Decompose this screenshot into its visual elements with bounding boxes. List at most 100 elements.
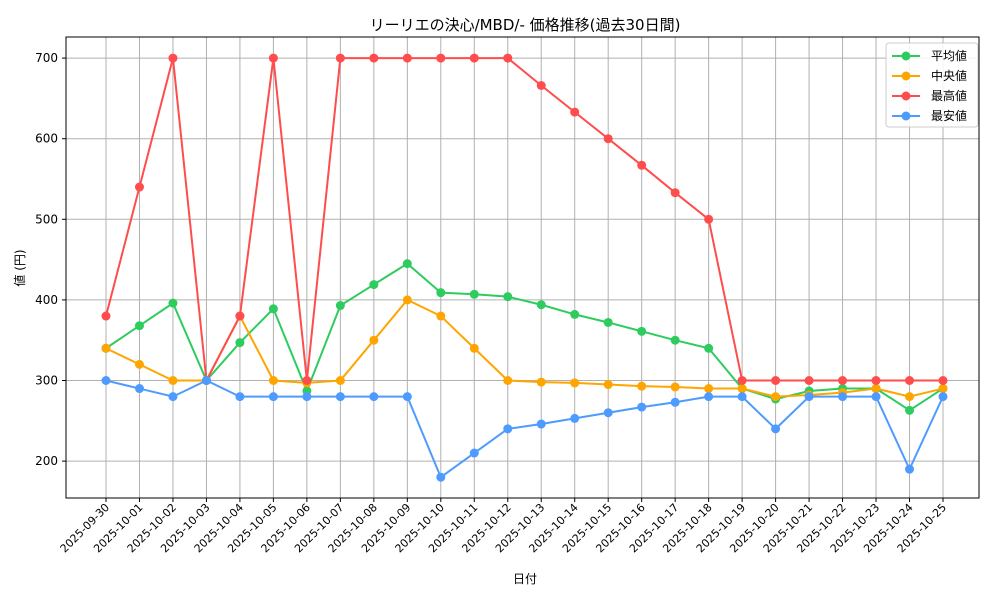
data-point	[101, 376, 111, 385]
data-point	[603, 408, 613, 418]
data-point	[503, 53, 513, 63]
data-point	[469, 53, 479, 63]
data-point	[704, 214, 714, 224]
data-point	[168, 392, 178, 402]
data-point	[235, 311, 245, 321]
data-point	[804, 376, 814, 385]
data-point	[637, 326, 647, 336]
legend-label: 最高値	[931, 88, 967, 103]
data-point	[302, 392, 312, 402]
data-point	[670, 397, 680, 407]
data-point	[335, 301, 345, 311]
legend-marker	[901, 51, 911, 61]
series-line	[105, 379, 944, 479]
data-point	[235, 338, 245, 348]
data-point	[134, 384, 144, 394]
data-point	[369, 280, 379, 290]
data-point	[905, 464, 915, 474]
data-point	[168, 298, 178, 308]
series-最安値	[101, 376, 948, 482]
data-point	[570, 309, 580, 319]
series-中央値	[101, 295, 948, 402]
data-point	[603, 380, 613, 390]
data-point	[369, 335, 379, 345]
x-axis-label: 日付	[513, 572, 537, 586]
data-point	[771, 424, 781, 434]
data-point	[637, 160, 647, 170]
series-最高値	[101, 53, 948, 385]
data-point	[938, 384, 948, 394]
legend-label: 最安値	[931, 108, 967, 123]
data-point	[436, 472, 446, 482]
data-point	[570, 378, 580, 388]
chart-title: リーリエの決心/MBD/- 価格推移(過去30日間)	[370, 16, 681, 34]
data-point	[268, 53, 278, 63]
data-point	[637, 381, 647, 391]
data-point	[134, 182, 144, 192]
data-point	[235, 392, 245, 402]
data-point	[536, 300, 546, 310]
y-axis-label: 値 (円)	[12, 249, 27, 286]
series-lines	[101, 53, 948, 482]
data-point	[436, 311, 446, 321]
data-point	[771, 392, 781, 402]
y-axis-ticks: 200 300 400 500 600 700	[35, 51, 66, 468]
data-point	[436, 288, 446, 298]
data-point	[704, 392, 714, 402]
data-point	[704, 343, 714, 353]
data-point	[201, 376, 211, 385]
y-tick-label: 400	[35, 293, 58, 307]
legend-label: 中央値	[931, 68, 967, 83]
data-point	[670, 335, 680, 345]
data-point	[369, 392, 379, 402]
y-tick-label: 600	[35, 132, 58, 146]
data-point	[871, 392, 881, 402]
data-point	[369, 53, 379, 63]
data-point	[134, 321, 144, 331]
data-point	[670, 188, 680, 198]
data-point	[134, 359, 144, 369]
data-point	[905, 376, 915, 385]
y-tick-label: 700	[35, 51, 58, 65]
data-point	[335, 53, 345, 63]
data-point	[603, 134, 613, 144]
data-point	[101, 311, 111, 321]
data-point	[168, 53, 178, 63]
data-point	[469, 448, 479, 458]
legend-marker	[901, 91, 911, 101]
data-point	[871, 384, 881, 394]
data-point	[335, 376, 345, 385]
data-point	[737, 392, 747, 402]
data-point	[268, 376, 278, 385]
data-point	[905, 405, 915, 415]
data-point	[503, 424, 513, 434]
grid-lines	[66, 37, 979, 498]
data-point	[570, 413, 580, 423]
data-point	[302, 376, 312, 385]
data-point	[402, 392, 412, 402]
y-tick-label: 300	[35, 374, 58, 388]
data-point	[938, 392, 948, 402]
data-point	[838, 376, 848, 385]
data-point	[536, 377, 546, 387]
data-point	[905, 392, 915, 402]
data-point	[402, 295, 412, 305]
series-line	[105, 57, 943, 384]
data-point	[804, 392, 814, 402]
data-point	[737, 376, 747, 385]
data-point	[637, 402, 647, 412]
data-point	[335, 392, 345, 402]
data-point	[469, 289, 479, 299]
legend-marker	[901, 71, 911, 81]
data-point	[402, 259, 412, 269]
data-point	[838, 392, 848, 402]
x-axis-ticks: 2025-09-302025-10-012025-10-022025-10-03…	[58, 498, 949, 555]
series-line	[105, 262, 944, 412]
data-point	[737, 384, 747, 394]
data-point	[503, 292, 513, 302]
data-point	[938, 376, 948, 385]
y-tick-label: 200	[35, 454, 58, 468]
data-point	[536, 81, 546, 91]
data-point	[436, 53, 446, 63]
